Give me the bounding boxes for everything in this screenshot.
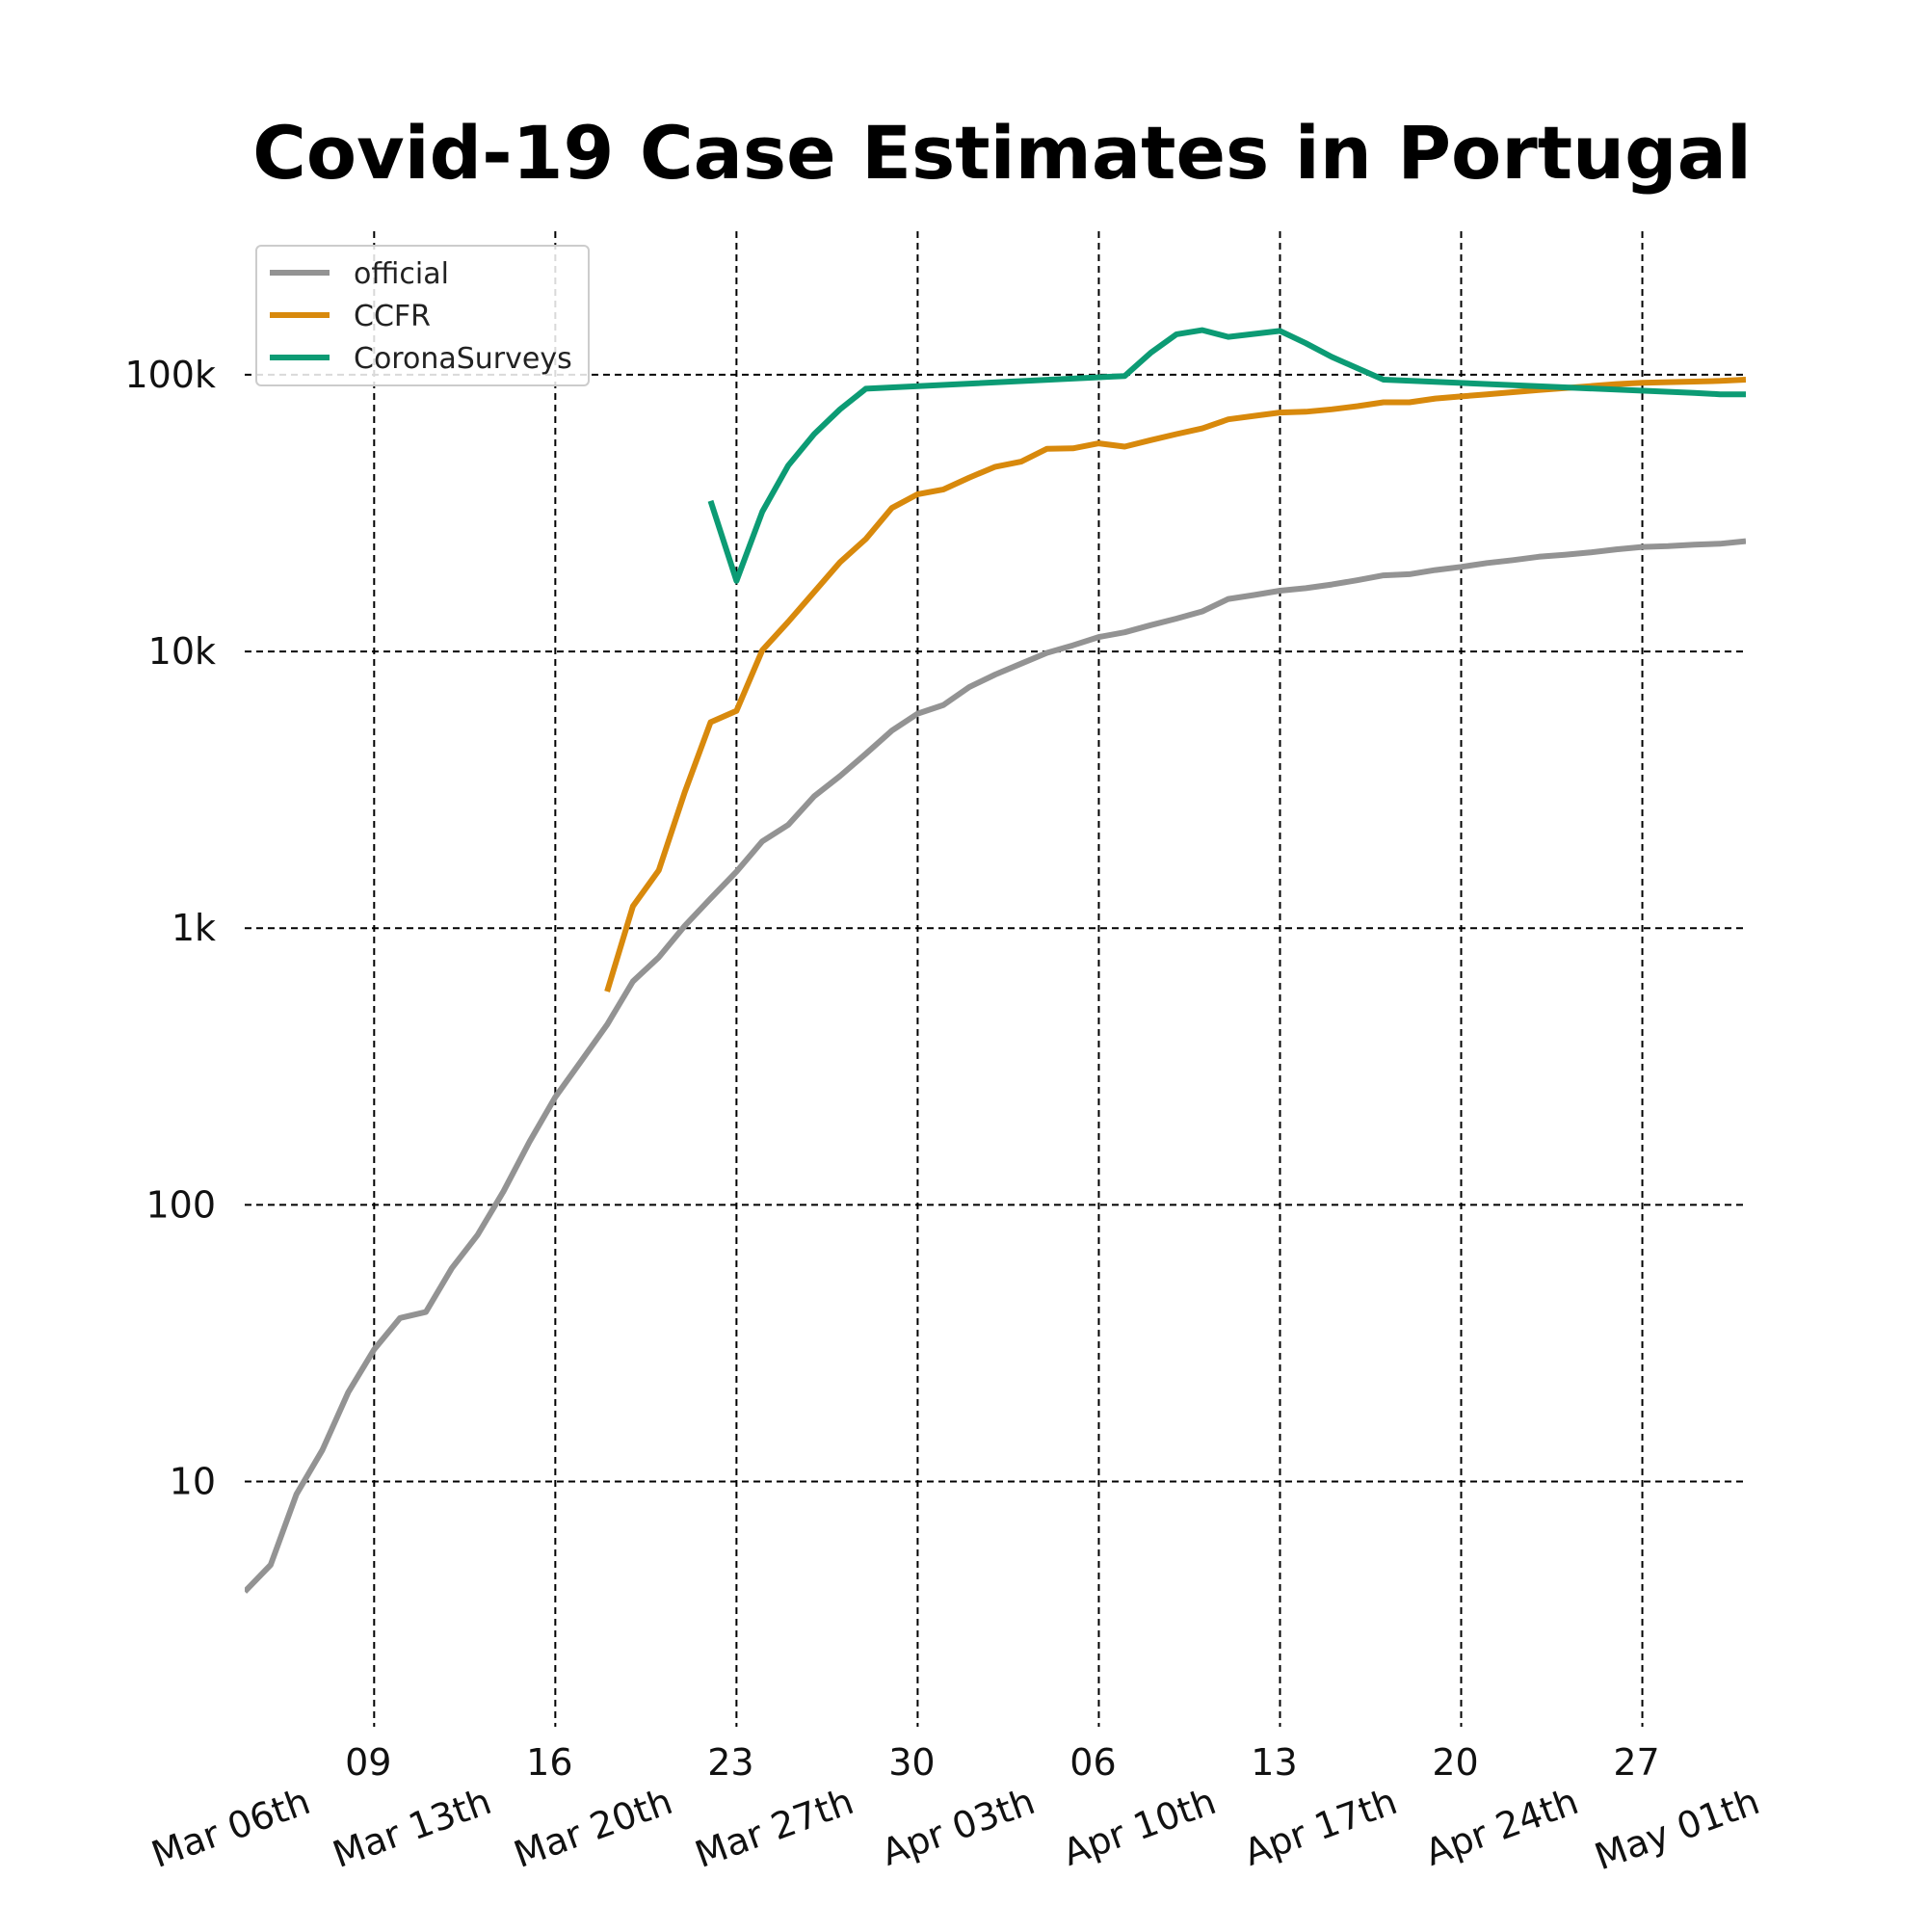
series-line-ccfr: [604, 377, 1746, 992]
x-major-tick-label: Mar 27th: [690, 1780, 859, 1876]
y-tick-label: 10k: [148, 630, 216, 673]
x-minor-tick-label: 23: [707, 1741, 753, 1784]
x-major-tick-label: Apr 17th: [1238, 1780, 1402, 1874]
chart-title: Covid-19 Case Estimates in Portugal: [252, 110, 1752, 196]
x-minor-tick-label: 20: [1432, 1741, 1478, 1784]
x-minor-tick-label: 27: [1613, 1741, 1659, 1784]
y-tick-label: 100k: [124, 354, 216, 396]
y-tick-label: 100: [145, 1183, 216, 1226]
x-minor-tick-label: 06: [1069, 1741, 1116, 1784]
series-line-coronasurveys: [707, 327, 1746, 584]
series-layer: [245, 327, 1746, 1594]
legend-box: [255, 245, 590, 386]
x-minor-tick-label: 13: [1251, 1741, 1297, 1784]
x-major-tick-label: Mar 06th: [146, 1780, 316, 1876]
x-minor-tick-label: 16: [526, 1741, 572, 1784]
legend-label: CoronaSurveys: [354, 342, 572, 376]
y-tick-label: 1k: [172, 907, 216, 949]
legend-label: official: [354, 257, 449, 291]
x-minor-tick-label: 09: [345, 1741, 391, 1784]
x-major-tick-label: Mar 20th: [509, 1780, 678, 1876]
y-tick-label: 10: [170, 1461, 216, 1503]
x-minor-tick-label: 30: [888, 1741, 935, 1784]
x-major-tick-label: May 01th: [1589, 1780, 1764, 1878]
x-major-tick-label: Apr 03th: [876, 1780, 1040, 1874]
x-major-tick-label: Apr 10th: [1057, 1780, 1221, 1874]
x-major-tick-label: Mar 13th: [328, 1780, 497, 1876]
series-line-official: [245, 538, 1746, 1594]
legend: official CCFR CoronaSurveys: [255, 245, 590, 386]
grid-layer: [245, 231, 1746, 1727]
x-major-tick-label: Apr 24th: [1419, 1780, 1583, 1874]
legend-label: CCFR: [354, 300, 431, 333]
